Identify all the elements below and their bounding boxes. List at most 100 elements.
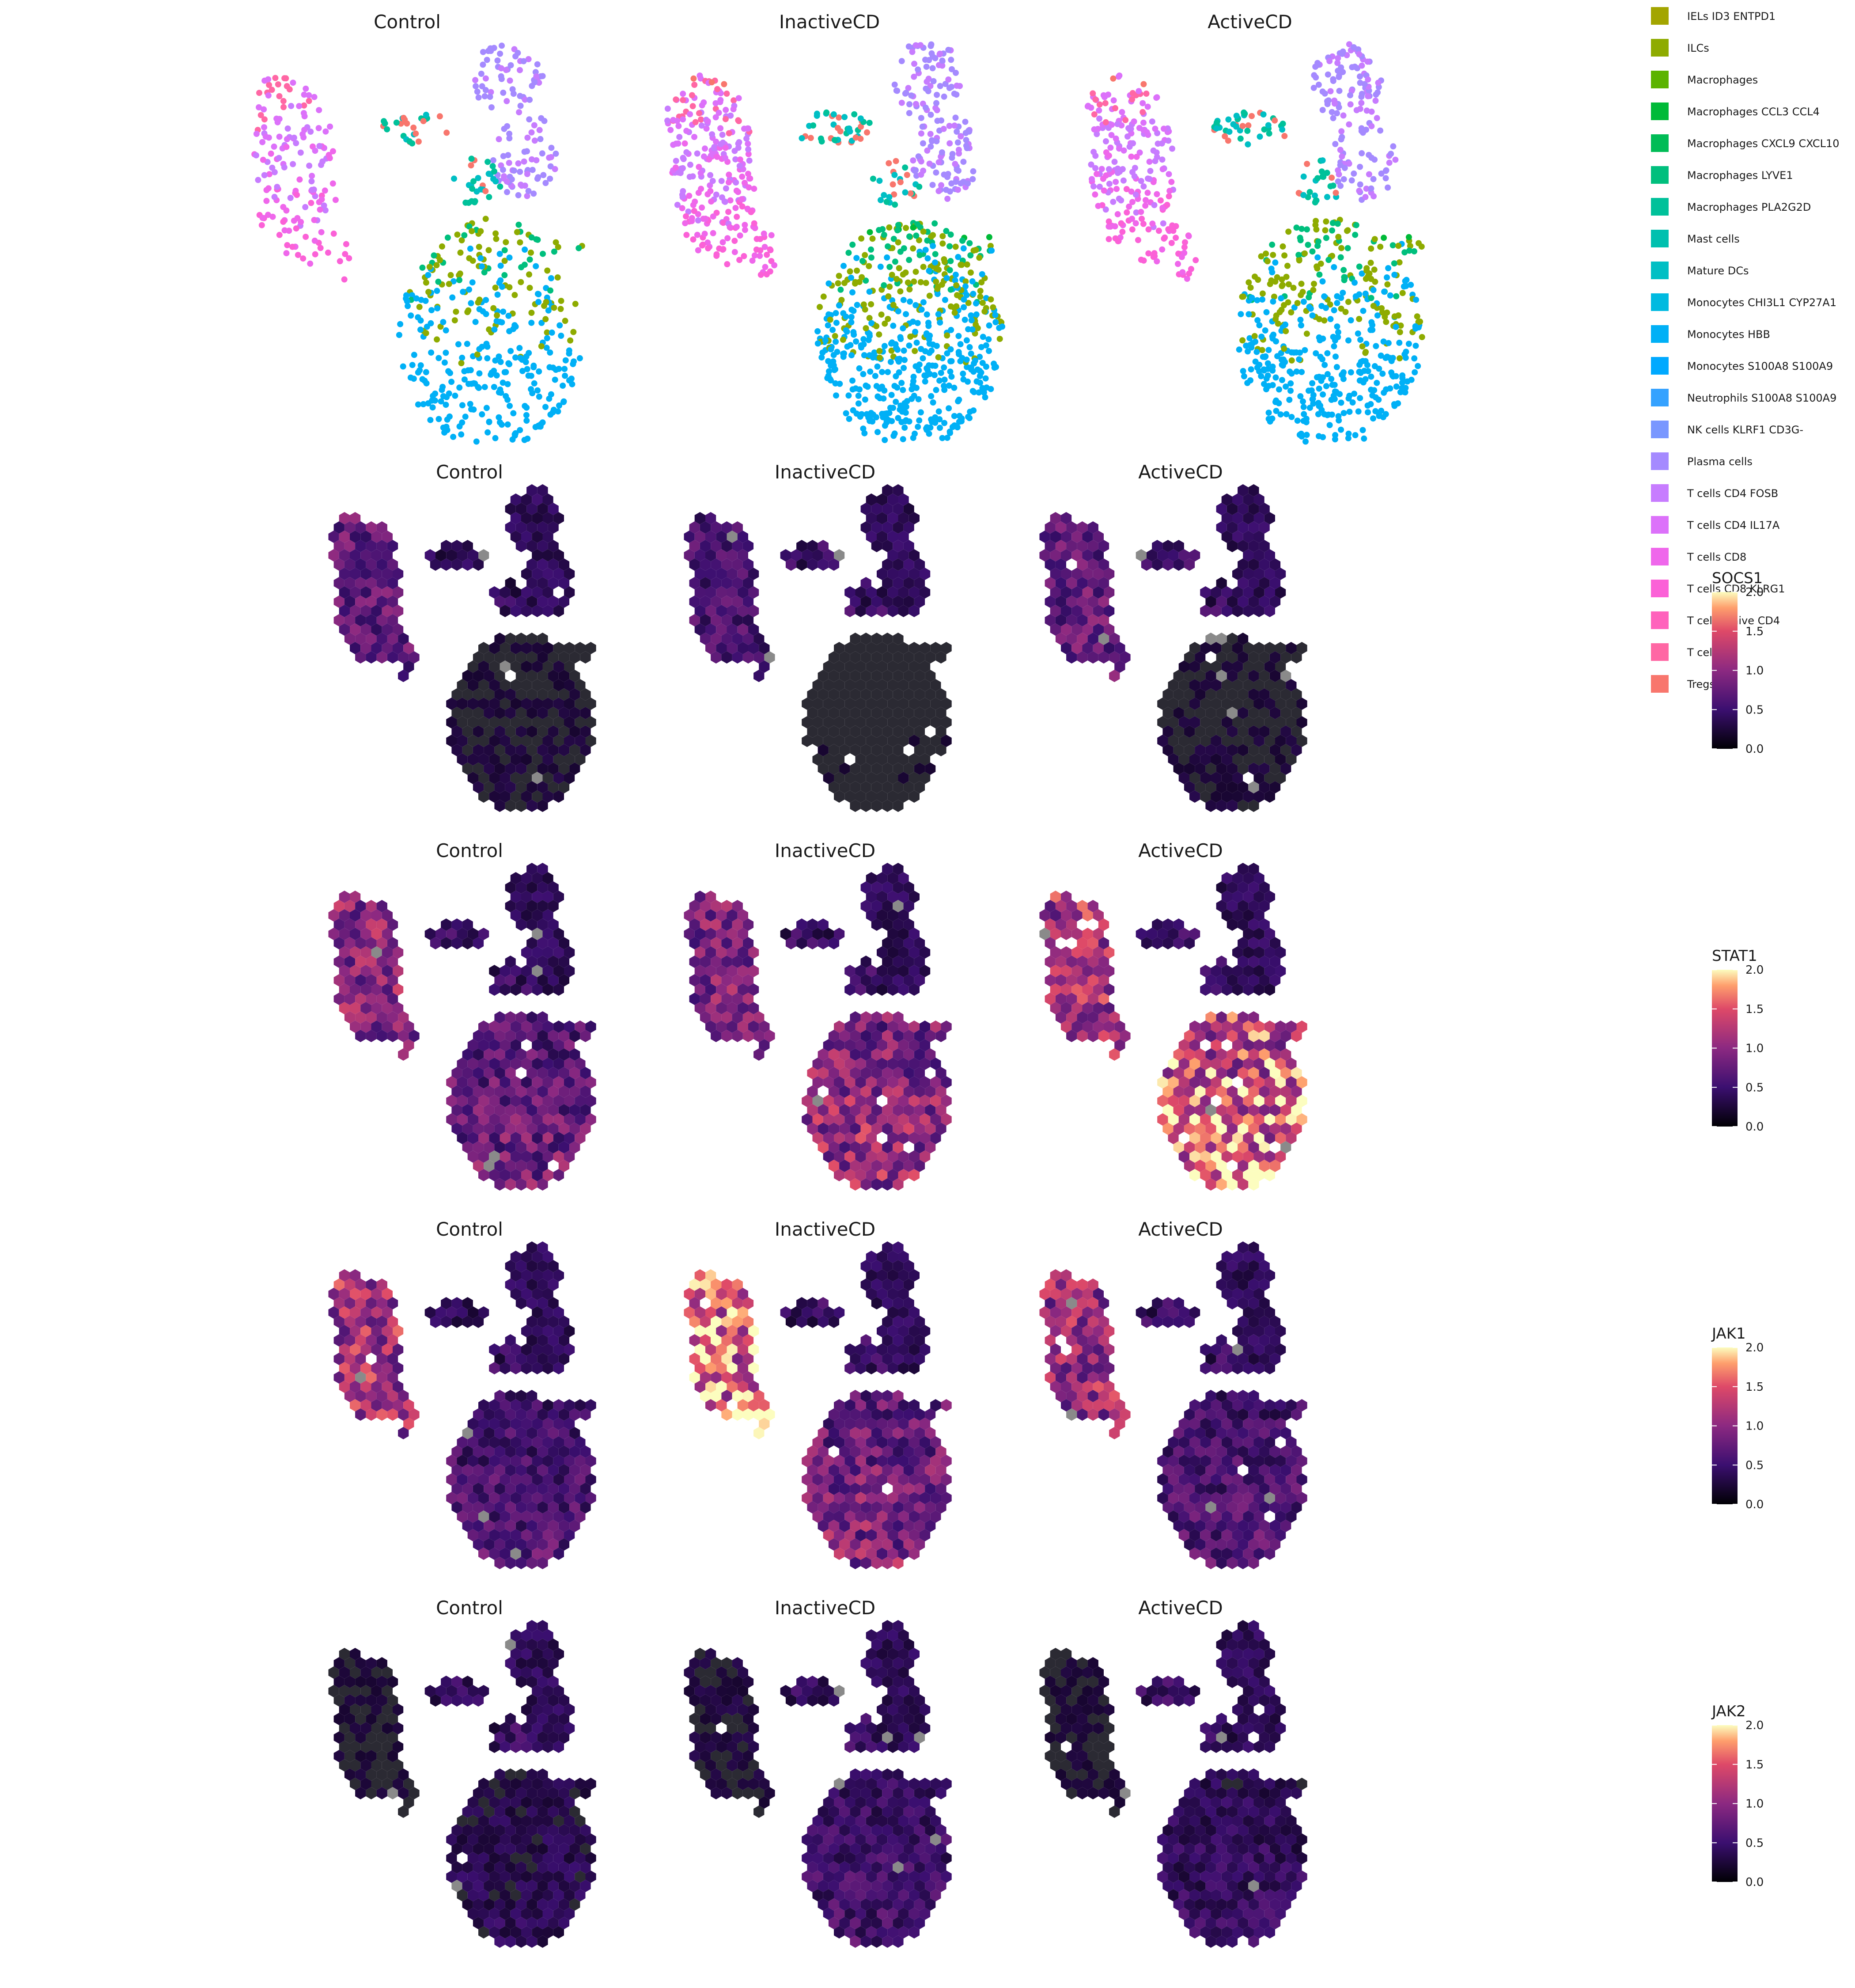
umap-point (1152, 158, 1158, 164)
umap-point (517, 67, 523, 73)
umap-point (1233, 113, 1240, 119)
hexbin (553, 586, 564, 599)
umap-point (309, 186, 315, 193)
umap-point (473, 83, 479, 90)
umap-point (1346, 409, 1353, 415)
umap-point (556, 402, 562, 409)
umap-point (476, 296, 483, 303)
hexbin (580, 744, 591, 756)
umap-point (1357, 73, 1363, 80)
hexbin (537, 781, 548, 793)
umap-point (404, 298, 410, 304)
umap-point (1304, 161, 1310, 167)
umap-point (837, 128, 844, 135)
umap-point (1270, 252, 1276, 258)
umap-point (1165, 226, 1172, 232)
hexbin (473, 744, 484, 756)
umap-point (1402, 389, 1408, 396)
umap-point (1256, 361, 1263, 368)
umap-point (318, 229, 325, 235)
umap-point (327, 123, 333, 130)
umap-point (443, 349, 449, 356)
umap-point (1123, 186, 1130, 192)
umap-point (745, 140, 751, 147)
hexbin (898, 512, 909, 524)
umap-point (836, 273, 842, 279)
umap-point (912, 430, 918, 437)
umap-point (935, 408, 942, 415)
umap-point (947, 231, 954, 238)
umap-point (1334, 220, 1341, 227)
umap-point (501, 247, 508, 254)
umap-point (506, 361, 513, 368)
umap-point (263, 197, 270, 204)
umap-point (910, 373, 917, 380)
umap-point (553, 239, 559, 246)
umap-point (725, 209, 732, 215)
hexbin (500, 586, 511, 599)
umap-point (429, 404, 436, 411)
umap-point (332, 197, 339, 203)
hexbin (564, 698, 575, 710)
umap-point (879, 369, 886, 376)
umap-point (1298, 322, 1304, 329)
umap-point (474, 88, 481, 95)
umap-point (525, 188, 532, 194)
umap-point (1112, 235, 1119, 242)
umap-point (1322, 227, 1329, 234)
umap-point (953, 178, 959, 185)
umap-point (919, 123, 926, 130)
hexbin (564, 753, 575, 766)
hexbin (575, 698, 586, 710)
umap-point (1384, 309, 1390, 316)
umap-point (506, 135, 513, 141)
umap-point (1358, 94, 1365, 100)
hexbin (558, 725, 570, 738)
umap-point (1356, 377, 1363, 384)
umap-point (819, 349, 826, 356)
umap-point (964, 261, 970, 268)
umap-point (854, 267, 860, 274)
umap-point (888, 347, 895, 354)
umap-point (1113, 135, 1119, 142)
umap-point (927, 131, 934, 137)
socs1-title-control: Control (436, 461, 503, 483)
umap-point (466, 223, 473, 230)
umap-point (841, 350, 847, 357)
umap-point (491, 326, 498, 333)
umap-point (526, 271, 532, 278)
umap-point (930, 78, 937, 84)
hexbin (398, 651, 409, 664)
umap-point (906, 342, 912, 349)
hexbin (467, 660, 478, 673)
umap-point (952, 277, 958, 284)
umap-point (890, 302, 897, 308)
umap-point (965, 127, 972, 134)
umap-point (1375, 80, 1382, 86)
umap-point (885, 243, 891, 250)
umap-point (1356, 316, 1363, 322)
umap-point (891, 383, 898, 389)
hexbin (350, 512, 361, 524)
umap-point (477, 255, 484, 262)
hexbin (526, 763, 538, 775)
umap-point (526, 256, 533, 263)
umap-point (536, 393, 542, 400)
umap-point (1166, 188, 1173, 194)
umap-point (764, 251, 770, 258)
hexbin (526, 596, 538, 608)
umap-point (413, 295, 420, 302)
umap-point (933, 387, 939, 393)
hexbin (350, 549, 361, 561)
umap-point (1349, 399, 1356, 406)
hexbin (711, 540, 722, 552)
umap-point (1096, 101, 1103, 108)
umap-point (954, 186, 961, 193)
umap-point (290, 161, 296, 167)
hexbin (542, 660, 553, 673)
hexbin (711, 521, 722, 534)
umap-point (980, 334, 986, 340)
umap-point (932, 414, 939, 421)
umap-point (983, 342, 989, 349)
hexbin (510, 586, 521, 599)
